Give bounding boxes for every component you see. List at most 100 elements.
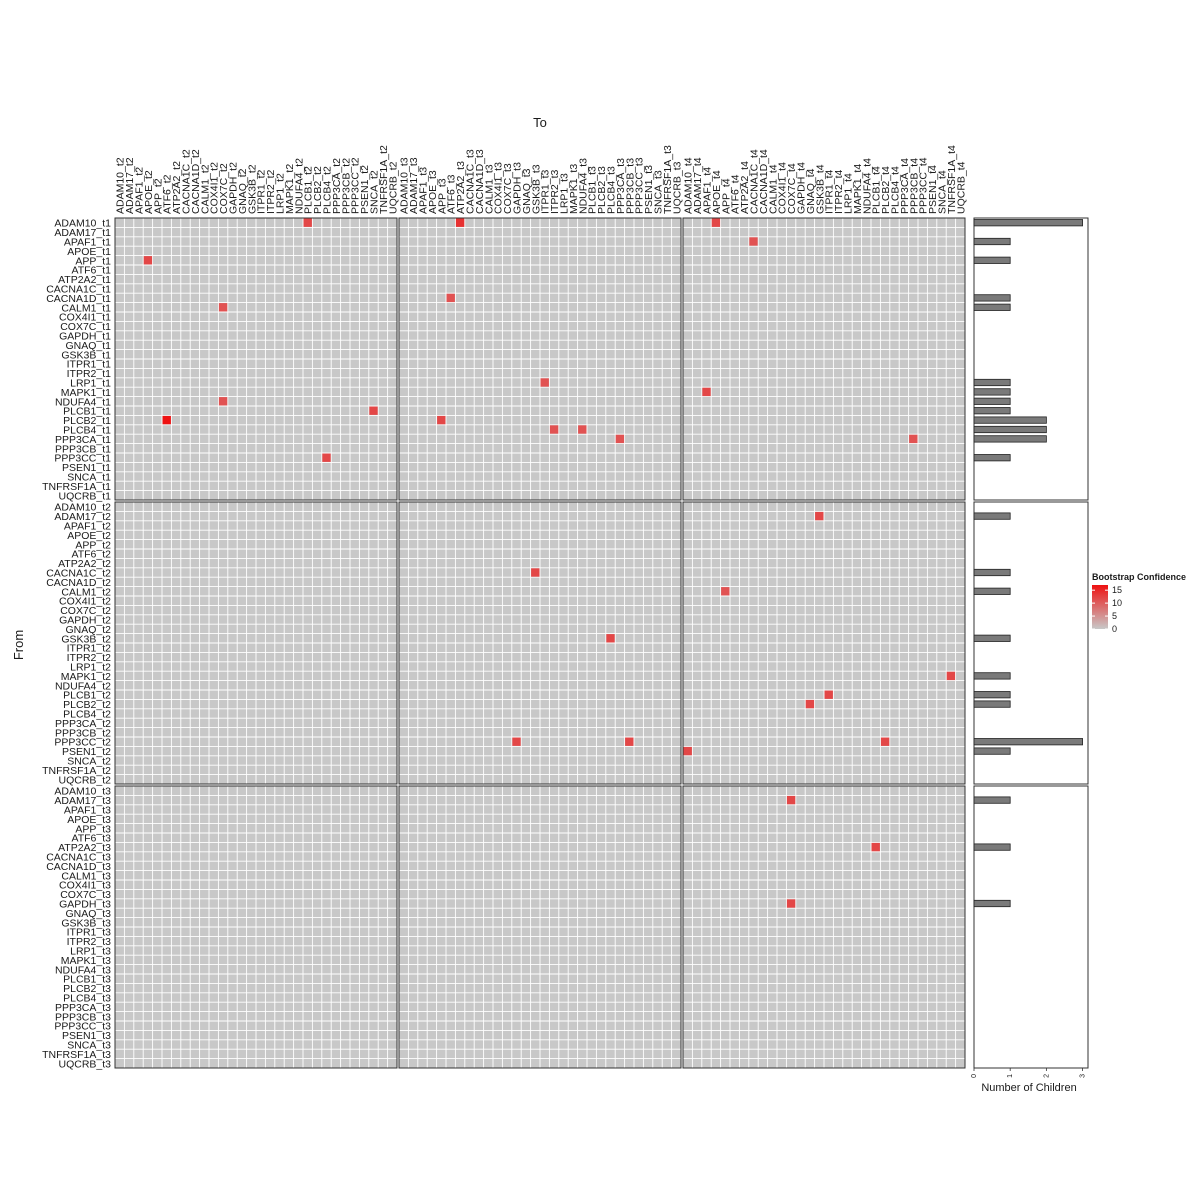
panel-grid [115,786,397,1068]
bar-panel-frame [973,785,1089,1069]
legend-title: Bootstrap Confidence [1092,572,1186,582]
row-label: PPP3CB_t3 [55,1011,111,1023]
heatmap-cell [749,237,758,246]
column-label: ATP2A2_t4 [739,161,751,214]
children-bar [973,388,1011,396]
row-label: APAF1_t2 [64,521,111,533]
column-label: PLCB2_t2 [312,166,324,214]
column-label: APOE_t4 [711,170,723,214]
row-label: COX4I1_t2 [59,596,111,608]
column-label: PLCB2_t3 [596,166,608,214]
column-label: SNCA_t3 [653,170,665,214]
row-label: MAPK1_t1 [61,387,111,399]
row-label: MAPK1_t2 [61,671,111,683]
children-bar [973,425,1047,434]
row-label: PLCB4_t1 [63,425,111,437]
column-label: COX7C_t3 [502,163,514,214]
children-bar [973,843,1011,851]
row-label: LRP1_t3 [70,946,111,958]
column-label: PLCB4_t2 [322,166,334,214]
column-label: ADAM10_t3 [399,157,411,214]
row-label: CACNA1C_t3 [46,852,111,864]
heatmap-cell [805,699,815,709]
panel-grid [115,502,397,784]
column-label: CALM1_t3 [483,164,495,214]
bar-axis-tick-label: 2 [1043,1074,1050,1078]
heatmap-cell [322,453,331,462]
column-label: CACNA1D_t3 [474,149,486,214]
children-bar [973,237,1011,246]
children-bar [973,397,1011,405]
panel-border [682,217,966,501]
column-label: APOE_t2 [143,170,155,214]
column-label: PPP3CB_t2 [340,158,352,214]
row-label: ADAM17_t2 [54,511,111,523]
heatmap-cell [909,434,918,444]
children-bar [973,512,1011,520]
column-label: PPP3CA_t4 [899,158,911,214]
column-labels: ADAM10_t2ADAM17_t2APAF1_t2APOE_t2APP_t2A… [115,145,968,214]
row-label: ITPR1_t3 [67,927,112,939]
children-bar [973,587,1011,595]
children-bar [973,435,1047,443]
column-label: ADAM10_t4 [683,157,695,214]
heatmap-cell [615,434,625,444]
column-label: GNAQ_t4 [805,168,817,214]
row-label: ATP2A2_t1 [58,274,111,286]
column-label: ADAM17_t3 [408,157,420,214]
row-label: PPP3CA_t1 [55,434,111,446]
heatmap-cell [531,568,540,577]
panel-grid [399,786,681,1068]
column-label: COX7C_t4 [786,163,798,214]
column-label: NDUFA4_t3 [577,158,589,214]
bar-panel-frame [973,217,1089,501]
column-label: PPP3CA_t2 [331,158,343,214]
row-label: APAF1_t3 [64,805,111,817]
panel-grid [115,218,397,500]
row-label: PSEN1_t3 [62,1030,111,1042]
row-label: CACNA1D_t3 [46,861,111,873]
column-label: MAPK1_t3 [568,164,580,214]
row-label: UQCRB_t1 [58,490,111,502]
row-label: NDUFA4_t3 [55,964,111,976]
column-label: APP_t3 [436,178,448,214]
column-label: CACNA1C_t4 [749,149,761,214]
column-label: ITPR2_t2 [265,169,277,214]
column-label: ATF6_t2 [162,174,174,214]
row-label: UQCRB_t3 [58,1058,111,1070]
row-label: APP_t3 [75,823,111,835]
children-bar [973,747,1011,755]
children-bar [973,796,1011,804]
panel-grid [683,502,965,784]
column-label: ATP2A2_t2 [171,161,183,214]
column-label: NDUFA4_t4 [861,158,873,214]
column-label: CALM1_t4 [767,164,779,214]
row-labels: ADAM10_t1ADAM17_t1APAF1_t1APOE_t1APP_t1A… [42,218,111,1071]
row-label: APOE_t3 [67,814,111,826]
heatmap-cell [437,415,446,425]
row-label: APP_t1 [75,255,111,267]
row-label: CACNA1D_t2 [46,577,111,589]
heatmap-cell [540,378,549,387]
children-bar [973,256,1011,264]
row-label: LRP1_t1 [70,378,111,390]
row-label: ATF6_t3 [72,833,112,845]
y-axis-title: From [11,630,26,660]
column-label: GAPDH_t4 [796,162,808,214]
children-bar [973,738,1083,746]
row-label: COX4I1_t3 [59,880,111,892]
column-label: ATF6_t3 [446,174,458,214]
bar-axis-tick-label: 0 [971,1074,978,1078]
row-label: ADAM10_t2 [54,502,111,514]
row-label: PLCB1_t2 [63,690,111,702]
column-label: PLCB1_t4 [871,166,883,214]
column-label: LRP1_t2 [275,173,287,214]
row-label: GSK3B_t3 [61,917,111,929]
row-label: PLCB2_t3 [63,983,111,995]
heatmap-cell [549,425,559,434]
heatmap-cell [871,842,880,852]
heatmap-cell [815,511,824,521]
panel-border [398,501,682,785]
column-label: PLCB2_t4 [880,166,892,214]
row-label: CACNA1C_t1 [46,284,111,296]
